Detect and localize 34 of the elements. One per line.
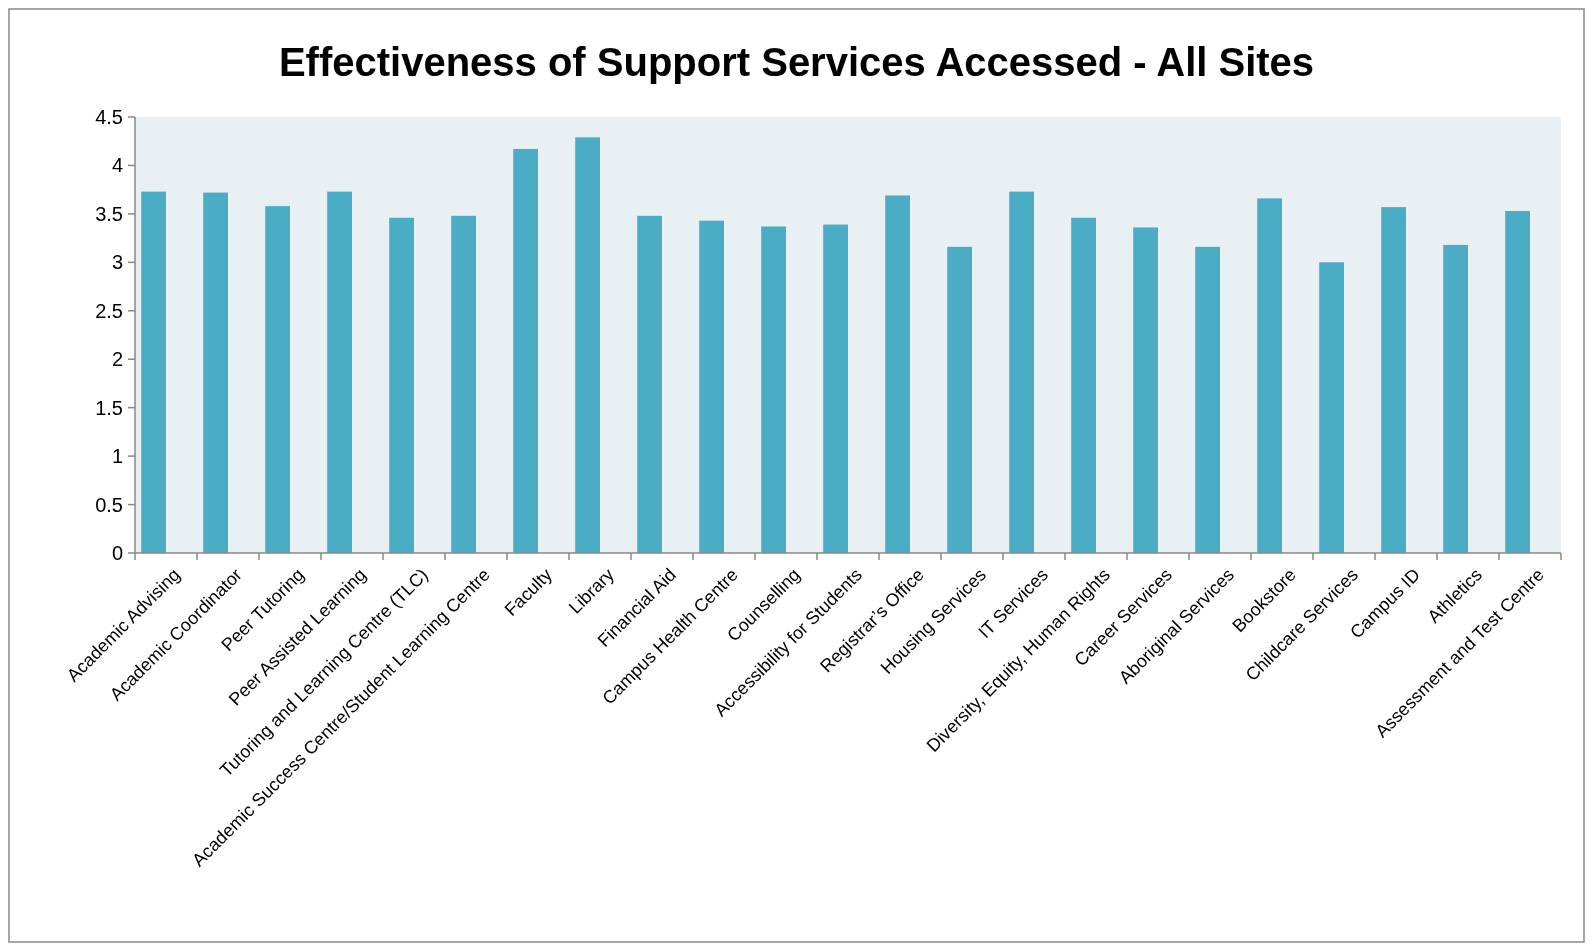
y-tick-label: 3.5 <box>95 202 123 225</box>
y-tick-label: 2 <box>111 348 123 371</box>
bar <box>823 224 848 553</box>
y-tick-label: 1.5 <box>95 396 123 419</box>
bar <box>1257 198 1282 553</box>
bar <box>885 195 910 553</box>
bar <box>1319 262 1344 553</box>
bar <box>265 206 290 553</box>
bar <box>1443 244 1468 553</box>
y-tick-label: 1 <box>111 445 123 468</box>
bar <box>327 191 352 553</box>
bar <box>1381 207 1406 553</box>
bar <box>1133 227 1158 553</box>
bar <box>389 217 414 553</box>
bar <box>203 192 228 553</box>
bar <box>761 226 786 553</box>
bar <box>141 191 166 553</box>
chart-title: Effectiveness of Support Services Accessed - All Sites <box>278 40 1315 84</box>
bar <box>575 137 600 553</box>
bar <box>1009 191 1034 553</box>
bar <box>513 148 538 553</box>
y-tick-label: 4 <box>111 154 123 177</box>
bar <box>451 215 476 553</box>
y-tick-label: 0 <box>111 542 123 564</box>
bar <box>1505 210 1530 553</box>
bar <box>1195 246 1220 553</box>
y-tick-label: 0.5 <box>95 493 123 516</box>
bar <box>947 246 972 553</box>
bar <box>637 215 662 553</box>
y-tick-label: 2.5 <box>95 299 123 322</box>
y-tick-label: 3 <box>111 251 123 274</box>
y-tick-label: 4.5 <box>95 106 123 128</box>
bar <box>699 220 724 553</box>
bar <box>1071 217 1096 553</box>
